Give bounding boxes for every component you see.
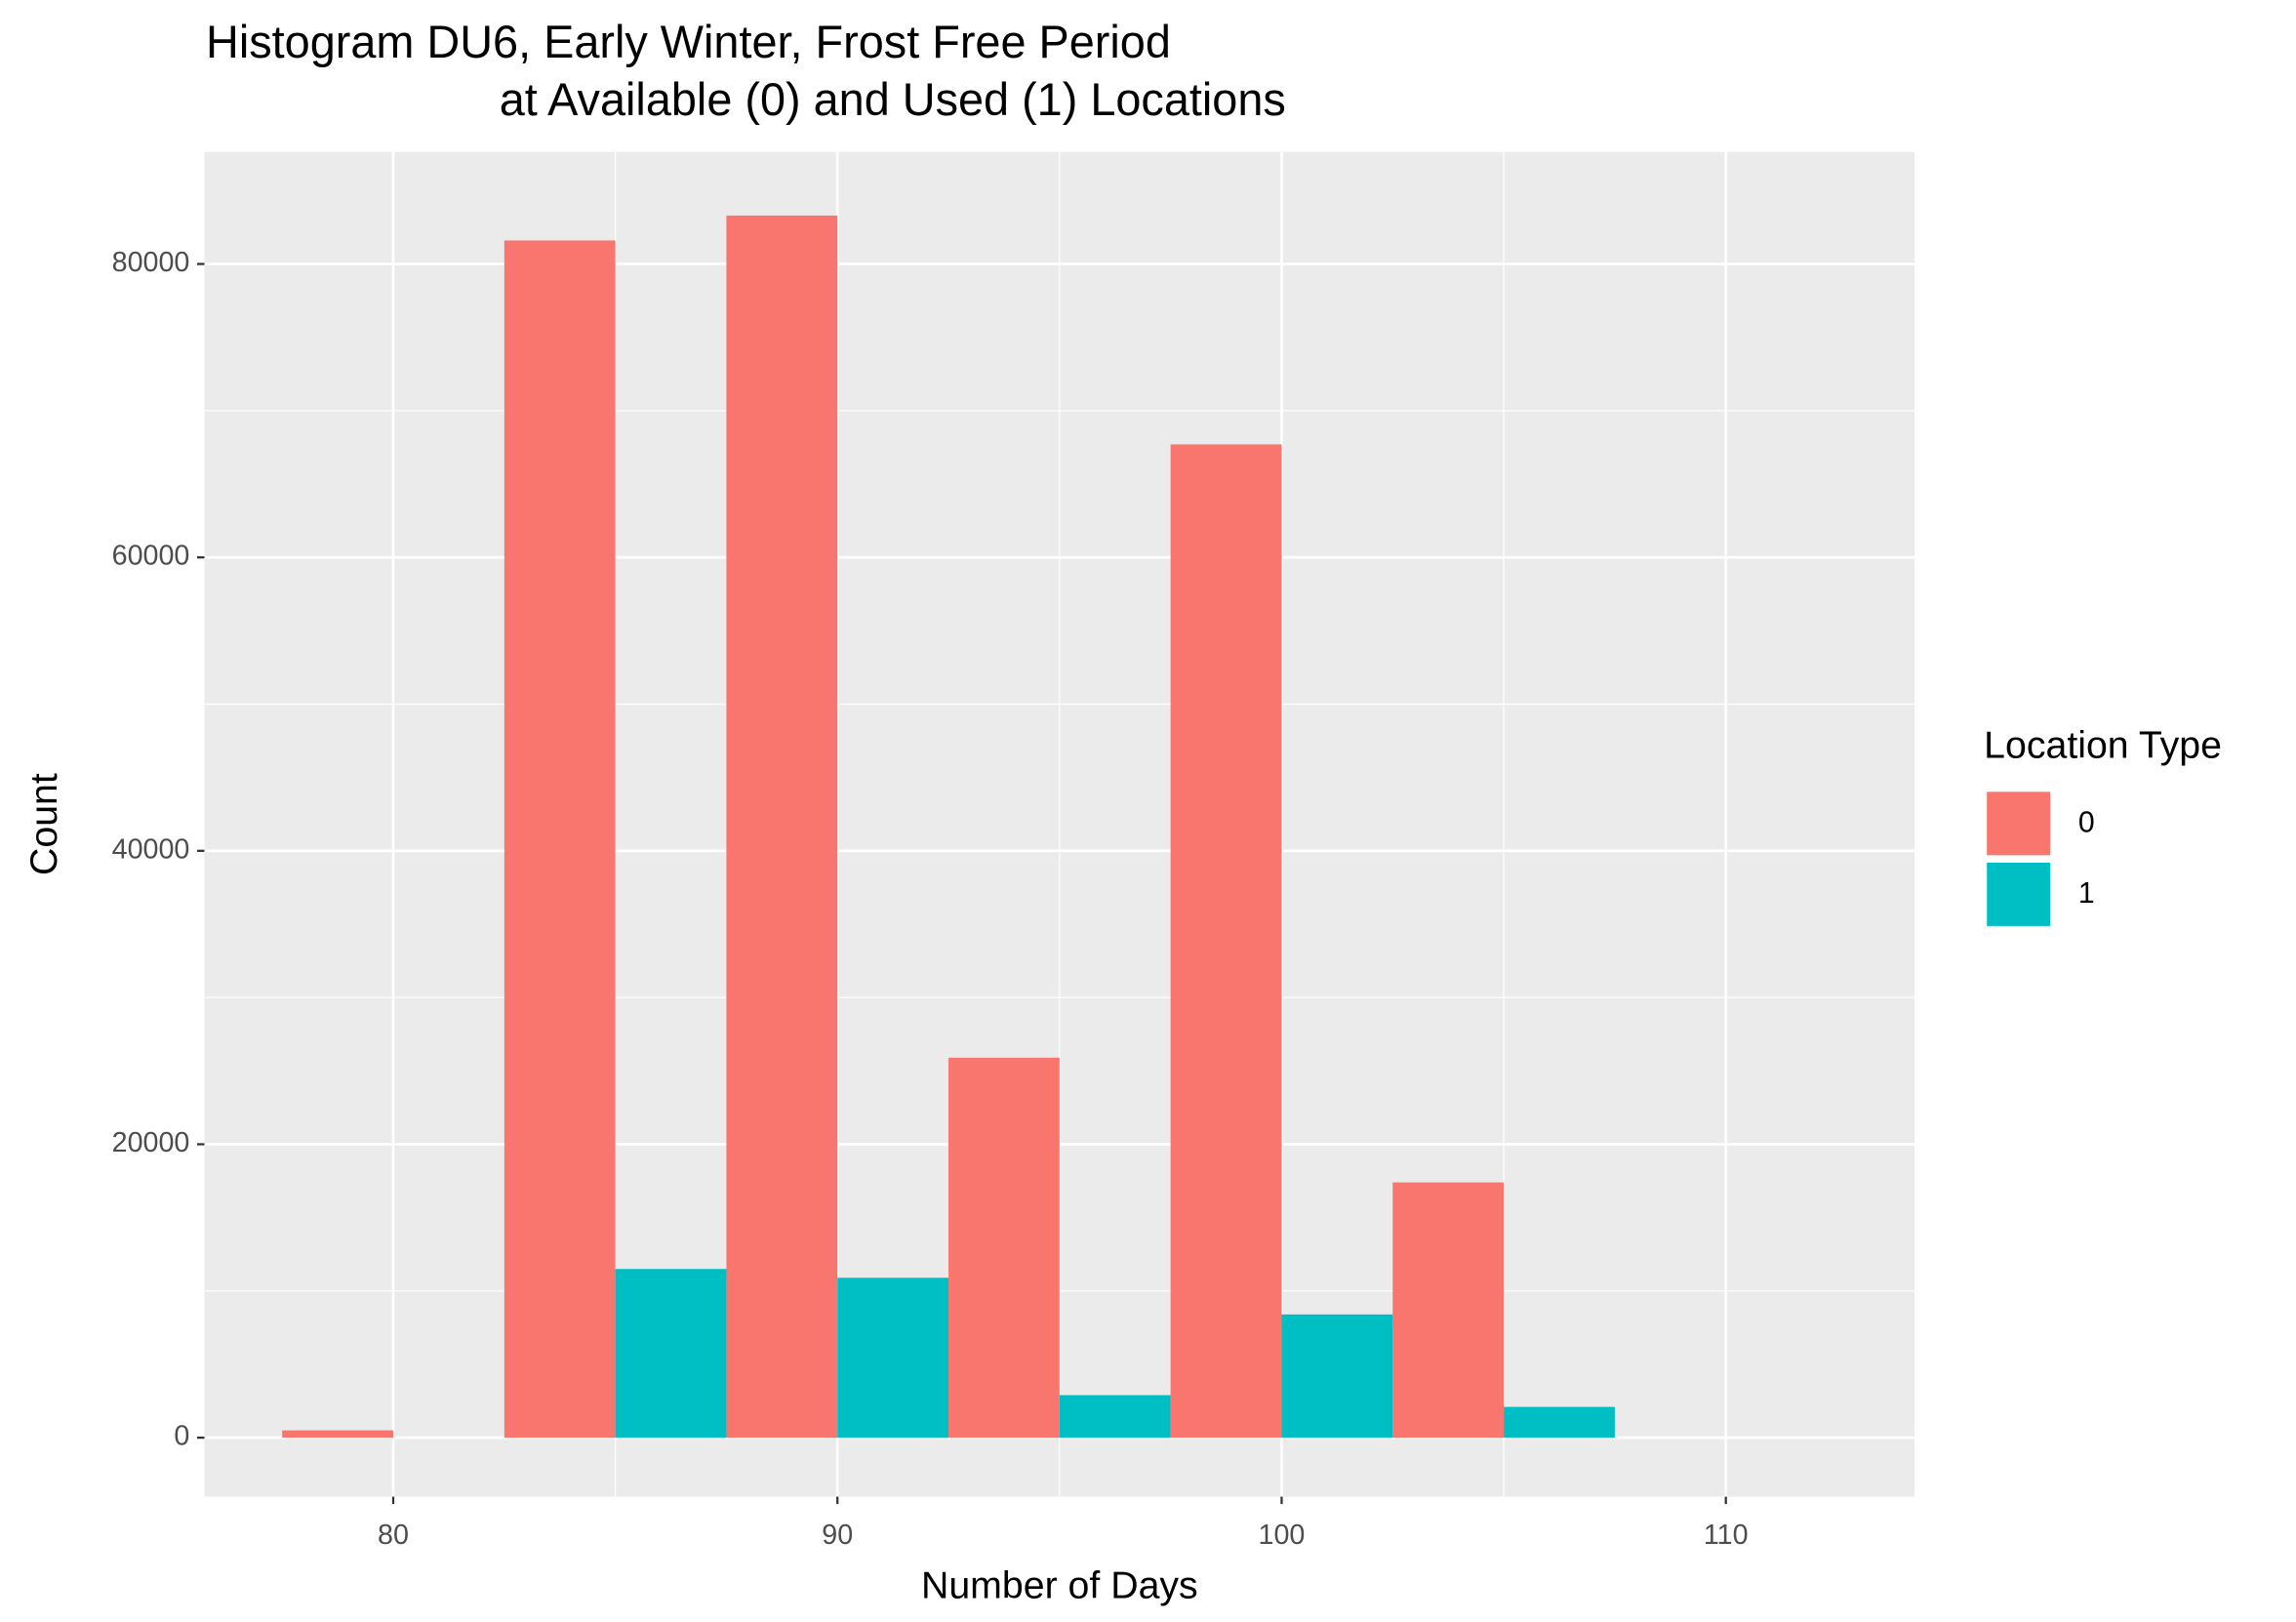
bar (1504, 1406, 1615, 1439)
legend-title: Location Type (1984, 723, 2222, 766)
y-tick-label: 20000 (112, 1127, 190, 1158)
x-tick-label: 110 (1704, 1520, 1749, 1551)
bar (1059, 1395, 1171, 1439)
legend-label: 0 (2078, 807, 2095, 839)
y-axis-title: Count (22, 773, 65, 875)
x-axis-title: Number of Days (921, 1564, 1198, 1607)
y-tick-label: 60000 (112, 541, 190, 572)
y-tick-label: 80000 (112, 247, 190, 278)
x-tick-label: 80 (378, 1520, 409, 1551)
legend-label: 1 (2078, 877, 2095, 910)
bar (726, 215, 838, 1439)
bar (615, 1269, 727, 1439)
bar (948, 1057, 1060, 1439)
chart-title: at Available (0) and Used (1) Locations (500, 74, 1286, 125)
legend-key (1987, 862, 2051, 926)
bar (1281, 1314, 1393, 1439)
bar (1170, 444, 1282, 1439)
bar (504, 240, 616, 1439)
bar (1392, 1182, 1505, 1439)
chart-title: Histogram DU6, Early Winter, Frost Free … (206, 17, 1171, 67)
y-tick-label: 0 (174, 1421, 189, 1452)
x-tick-label: 90 (822, 1520, 853, 1551)
bar (837, 1277, 949, 1439)
x-tick-label: 100 (1259, 1520, 1306, 1551)
legend-key (1987, 791, 2051, 856)
bar (282, 1430, 393, 1439)
y-tick-label: 40000 (112, 833, 190, 865)
